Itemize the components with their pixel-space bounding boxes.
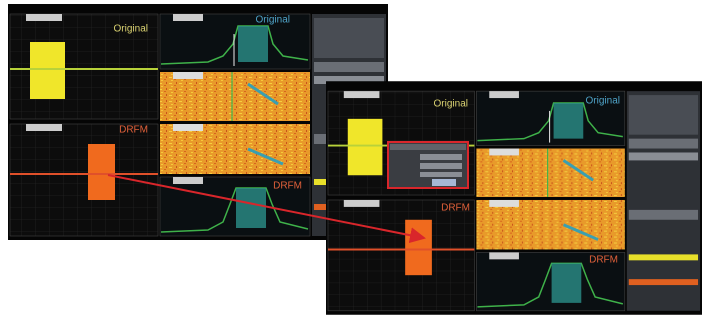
waveform-label: DRFM: [119, 125, 148, 136]
spectrum-label: Original: [256, 15, 290, 26]
page: Original Original DRFM DRFM Original Ori…: [0, 0, 705, 316]
waveform-label: Original: [434, 99, 468, 110]
settings-dialog: [388, 142, 468, 188]
screenshot: Original Original DRFM DRFM Original Ori…: [0, 0, 705, 316]
spectrum-label: DRFM: [273, 181, 302, 192]
spectrum-label: Original: [586, 96, 620, 107]
right-screen: [326, 81, 702, 315]
dialog-button[interactable]: [432, 179, 456, 186]
waveform-label: Original: [114, 24, 148, 35]
waveform-label: DRFM: [441, 203, 470, 214]
spectrum-label: DRFM: [589, 255, 618, 266]
